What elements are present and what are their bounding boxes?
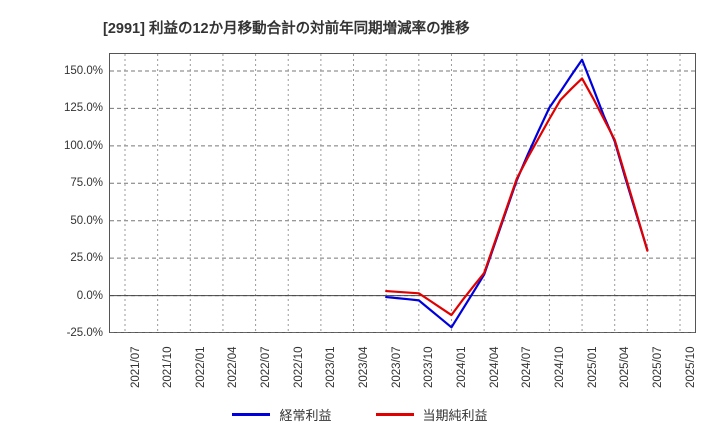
- legend-color-swatch: [232, 413, 271, 416]
- y-tick-label: 75.0%: [70, 177, 103, 190]
- x-tick-label: 2023/07: [390, 346, 403, 388]
- y-tick-label: 100.0%: [63, 139, 103, 152]
- legend-label: 当期純利益: [422, 408, 488, 423]
- x-tick-label: 2025/10: [684, 346, 697, 388]
- y-tick-label: 50.0%: [70, 214, 103, 227]
- legend-item-2[interactable]: 当期純利益: [375, 405, 488, 424]
- y-tick-label: -25.0%: [66, 327, 103, 339]
- x-tick-label: 2021/10: [162, 346, 175, 388]
- x-tick-label: 2021/07: [129, 346, 142, 388]
- data-series-group: [385, 58, 649, 329]
- x-tick-label: 2022/07: [260, 346, 273, 388]
- legend-item-1[interactable]: 経常利益: [232, 405, 332, 424]
- x-tick-label: 2023/01: [325, 346, 338, 388]
- x-tick-label: 2023/04: [358, 346, 371, 388]
- series-line-2: [385, 77, 649, 317]
- y-tick-label: 0.0%: [76, 289, 103, 302]
- x-tick-label: 2024/01: [455, 346, 468, 388]
- plot-area: -25.0% 0.0% 25.0% 50.0% 75.0% 100.0% 125.0% 150…: [64, 53, 697, 388]
- y-tick-label: 150.0%: [63, 64, 103, 77]
- x-tick-label: 2022/10: [292, 346, 305, 388]
- x-tick-label: 2024/10: [553, 346, 566, 388]
- x-tick-label: 2024/07: [521, 346, 534, 388]
- x-tick-label: 2022/01: [194, 346, 207, 388]
- y-tick-label: 125.0%: [63, 102, 103, 115]
- legend-color-swatch: [375, 413, 414, 416]
- y-tick-label: 25.0%: [70, 252, 103, 265]
- plot-svg: [109, 53, 696, 333]
- plot-frame: [109, 53, 696, 333]
- legend-label: 経常利益: [279, 408, 332, 423]
- x-tick-label: 2023/10: [423, 346, 436, 388]
- x-tick-label: 2025/04: [619, 346, 632, 388]
- chart-title: [2991] 利益の12か月移動合計の対前年同期増減率の推移: [103, 21, 470, 37]
- x-tick-label: 2025/07: [651, 346, 664, 388]
- chart-legend: 経常利益 当期純利益: [0, 405, 720, 424]
- x-tick-label: 2022/04: [227, 346, 240, 388]
- x-tick-label: 2024/04: [488, 346, 501, 388]
- x-gridlines: [124, 54, 681, 332]
- x-tick-label: 2025/01: [586, 346, 599, 388]
